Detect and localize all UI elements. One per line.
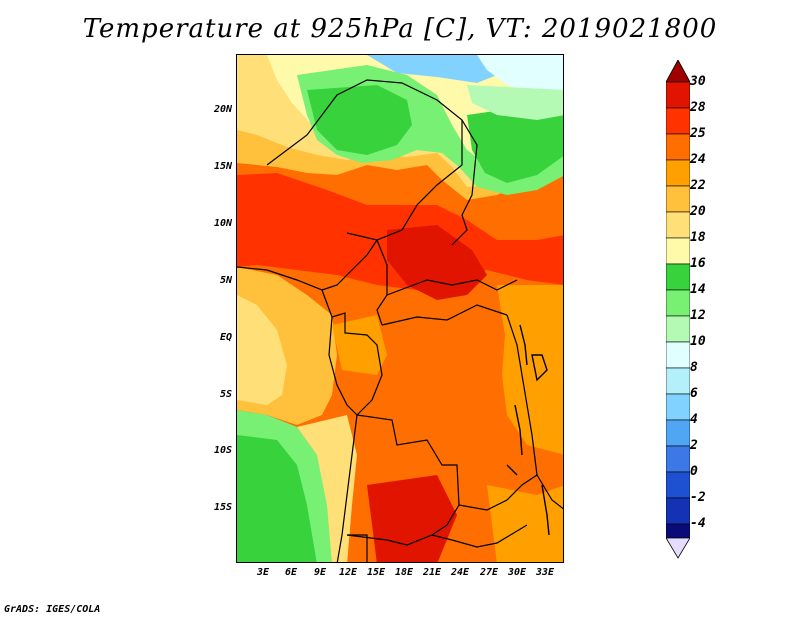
field-region-north-blue [367,55,497,83]
lake-albert [519,324,528,366]
lon-tick-label: 27E [479,567,499,578]
lon-tick-label: 15E [366,567,386,578]
lat-tick-label: 15S [213,502,232,513]
colorbar-label: 16 [690,256,706,271]
colorbar-label: 28 [690,100,706,115]
lake-malawi [541,484,550,536]
border-malawi [536,474,563,510]
colorbar-label: -4 [690,516,706,531]
colorbar-label: 24 [690,152,706,167]
colorbar-bottom-arrow [666,537,690,559]
colorbar [666,60,690,559]
border-chad-east [451,119,478,246]
border-namibia [347,534,368,562]
lat-tick-label: 10N [213,218,232,229]
colorbar-swatch [666,315,690,343]
colorbar-swatch [666,263,690,291]
field-region-north-green-dark [307,85,412,155]
temperature-map [237,55,563,562]
border-congo-north [381,304,508,326]
lat-tick-label: 15N [213,161,232,172]
grads-credit: GrADS: IGES/COLA [4,604,101,615]
colorbar-swatch [666,341,690,369]
colorbar-swatch [666,471,690,499]
border-drc-angola [356,414,460,536]
colorbar-label: 22 [690,178,706,193]
field-region-ne-pale-green [467,85,563,120]
lon-tick-label: 9E [313,567,327,578]
lon-tick-label: 24E [450,567,470,578]
field-region-se [487,485,563,562]
lake-victoria [531,354,548,382]
colorbar-swatch [666,367,690,395]
field-region-sw-green-dark [237,435,317,562]
field-region-congo-west [332,315,387,375]
lon-tick-label: 12E [338,567,358,578]
colorbar-swatch [666,523,690,539]
lat-tick-label: 5N [219,275,232,286]
colorbar-label: 4 [690,412,698,427]
field-region-east-lakes [497,285,563,455]
colorbar-swatch [666,185,690,213]
border-gabon-congo [331,312,383,416]
colorbar-label: 8 [690,360,698,375]
lon-tick-label: 30E [507,567,527,578]
colorbar-swatch [666,497,690,525]
colorbar-label: 2 [690,438,698,453]
colorbar-label: 25 [690,126,706,141]
colorbar-label: 10 [690,334,706,349]
lon-tick-label: 3E [256,567,270,578]
lakes [506,324,550,536]
lon-tick-label: 21E [422,567,442,578]
lat-tick-label: 5S [219,389,232,400]
border-nigeria-cameroon [321,239,378,291]
border-zambia [458,474,538,511]
colorbar-swatch [666,237,690,265]
lon-tick-label: 6E [284,567,298,578]
chart-title: Temperature at 925hPa [C], VT: 201902180… [82,14,718,44]
colorbar-swatch [666,133,690,161]
colorbar-top-arrow [666,60,690,83]
border-angola-south [346,524,528,548]
colorbar-swatch [666,159,690,187]
colorbar-swatch [666,289,690,317]
colorbar-label: 12 [690,308,706,323]
colorbar-label: 0 [690,464,698,479]
field-region-sw-coast [297,415,357,562]
lon-tick-label: 18E [394,567,414,578]
lake-tanganyika [514,404,523,456]
map-plot-area [236,54,564,563]
colorbar-swatch [666,81,690,109]
colorbar-label: -2 [690,490,706,505]
border-car [386,279,518,296]
field-region-sahel-hottest [387,225,487,300]
field-region-ne-pale [477,55,563,95]
colorbar-label: 18 [690,230,706,245]
coastline [237,266,358,562]
colorbar-swatch [666,107,690,135]
colorbar-swatch [666,445,690,473]
colorbar-label: 6 [690,386,698,401]
lat-tick-label: 10S [213,445,232,456]
colorbar-swatch [666,211,690,239]
colorbar-swatch [666,419,690,447]
lat-tick-label: EQ [219,332,232,343]
colorbar-label: 14 [690,282,706,297]
coastline-west [237,266,358,562]
lake-mweru [506,464,518,476]
colorbar-swatch [666,393,690,421]
lon-tick-label: 33E [535,567,555,578]
country-borders [266,79,563,562]
colorbar-label: 20 [690,204,706,219]
field-region-west-ocean [237,295,287,405]
border-drc-east [506,314,538,476]
colorbar-label: 30 [690,74,706,89]
lat-tick-label: 20N [213,104,232,115]
